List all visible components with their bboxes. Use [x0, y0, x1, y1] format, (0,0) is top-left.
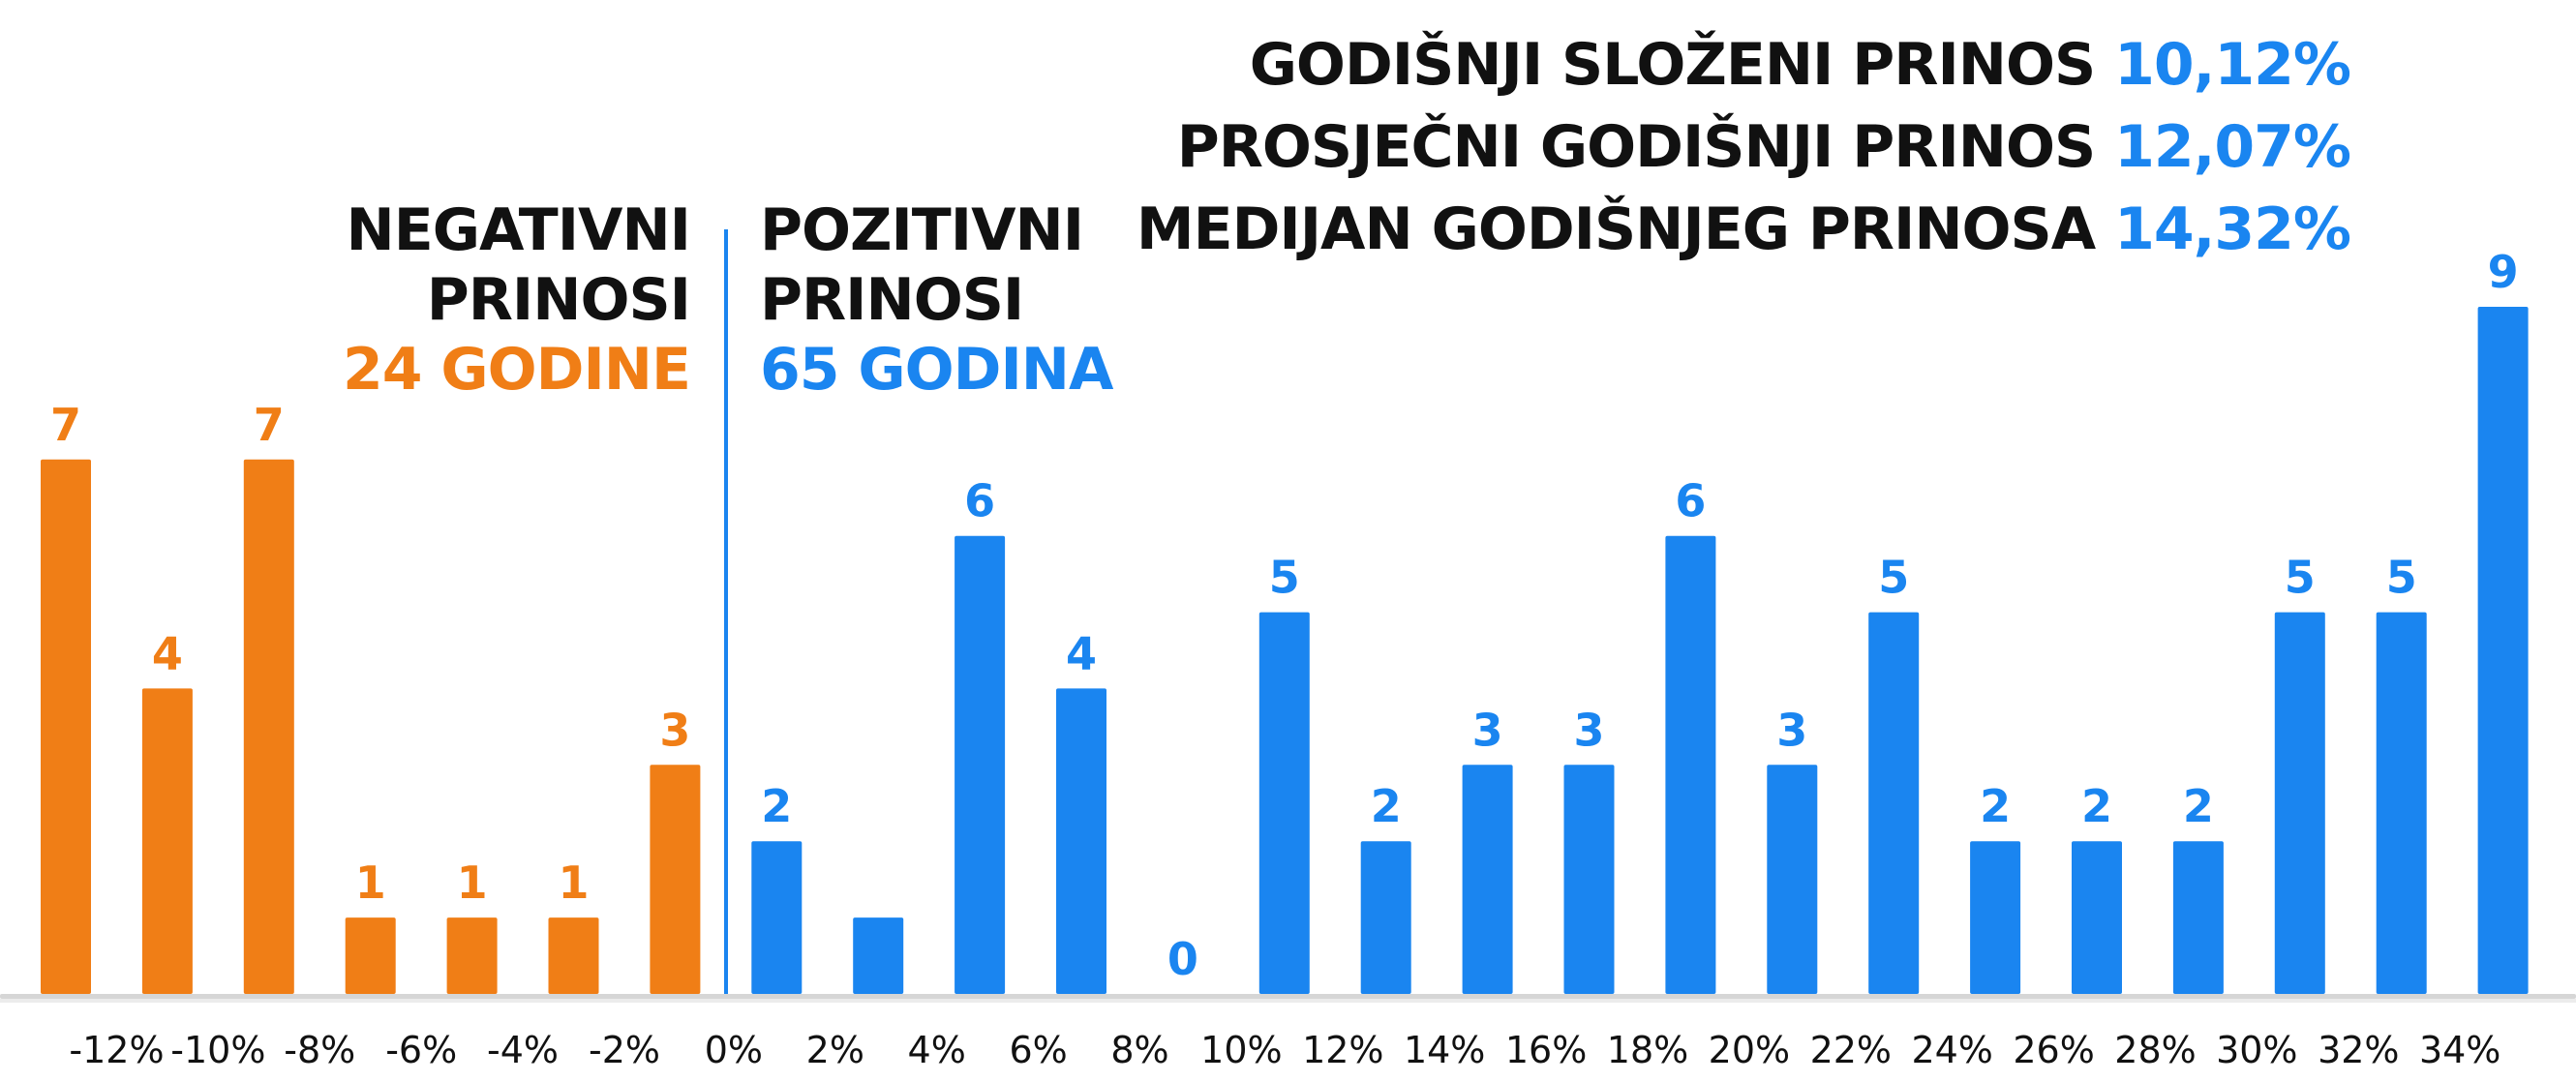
return-statistics: GODIŠNJI SLOŽENI PRINOS 10,12% PROSJEČNI…	[1136, 24, 2351, 271]
x-tick-label: -2%	[589, 1029, 660, 1071]
bar-value-label: 9	[2488, 246, 2519, 298]
x-tick-label: -4%	[487, 1029, 559, 1071]
bar-negative	[548, 917, 599, 994]
stat-value: 14,32%	[2114, 195, 2351, 263]
bar-value-label: 1	[457, 857, 488, 909]
bar-value-label: 3	[1776, 704, 1807, 756]
x-tick-label: 10%	[1200, 1029, 1282, 1071]
bar-value-label: 7	[50, 399, 81, 451]
bar-value-label: 3	[659, 704, 690, 756]
stat-value: 12,07%	[2114, 113, 2351, 181]
bar-positive	[1868, 612, 1920, 994]
stat-label: PROSJEČNI GODIŠNJI PRINOS	[1176, 113, 2096, 181]
x-tick-label: -8%	[284, 1029, 355, 1071]
bar-positive	[853, 917, 904, 994]
bar-negative	[141, 688, 193, 994]
x-tick-label: -10%	[170, 1029, 265, 1071]
bar-value-label: 5	[1269, 552, 1300, 604]
bar-positive	[1360, 841, 1411, 994]
bar-value-label: 2	[761, 780, 792, 832]
bar-value-label: 4	[1066, 627, 1097, 679]
bar-positive	[2172, 841, 2224, 994]
stat-average-annual: PROSJEČNI GODIŠNJI PRINOS 12,07%	[1136, 106, 2351, 189]
bar-value-label: 0	[1167, 933, 1198, 985]
bar-value-label: 5	[2386, 552, 2417, 604]
stat-value: 10,12%	[2114, 31, 2351, 99]
bar-value-label: 2	[2183, 780, 2214, 832]
bar-value-label: 5	[1878, 552, 1909, 604]
bar-positive	[1665, 535, 1716, 994]
bar-value-label: 1	[355, 857, 386, 909]
x-tick-label: 20%	[1709, 1029, 1790, 1071]
x-tick-label: 28%	[2114, 1029, 2196, 1071]
stat-median-annual: MEDIJAN GODIŠNJEG PRINOSA 14,32%	[1136, 189, 2351, 271]
x-axis-baseline	[0, 994, 2576, 999]
bar-positive	[1462, 765, 1513, 994]
positive-returns-label: POZITIVNI PRINOSI 65 GODINA	[760, 195, 1113, 405]
x-tick-label: 16%	[1505, 1029, 1587, 1071]
x-tick-label: 6%	[1009, 1029, 1067, 1071]
bar-positive	[2477, 307, 2529, 994]
x-tick-label: 24%	[1911, 1029, 1992, 1071]
negative-title-line1: NEGATIVNI	[346, 196, 691, 264]
bar-positive	[1258, 612, 1310, 994]
bar-positive	[1970, 841, 2021, 994]
stat-compound-annual: GODIŠNJI SLOŽENI PRINOS 10,12%	[1136, 24, 2351, 106]
bar-value-label: 2	[1980, 780, 2011, 832]
x-tick-label: 8%	[1110, 1029, 1168, 1071]
negative-title-line2: PRINOSI	[426, 266, 691, 334]
bar-value-label: 2	[1371, 780, 1402, 832]
bar-positive	[1056, 688, 1106, 994]
negative-returns-label: NEGATIVNI PRINOSI 24 GODINE	[343, 195, 691, 405]
negative-years-count: 24 GODINE	[343, 336, 691, 404]
bar-positive	[751, 841, 803, 994]
bar-value-label: 6	[1675, 475, 1706, 527]
x-tick-label: -6%	[385, 1029, 457, 1071]
bar-positive	[2376, 612, 2427, 994]
x-tick-label: 32%	[2318, 1029, 2399, 1071]
x-axis-baseline-shadow	[0, 999, 2576, 1003]
bar-value-label: 7	[254, 399, 285, 451]
x-tick-label: -12%	[69, 1029, 164, 1071]
positive-title-line1: POZITIVNI	[760, 196, 1084, 264]
bar-positive	[955, 535, 1006, 994]
x-tick-label: 22%	[1810, 1029, 1892, 1071]
positive-title-line2: PRINOSI	[760, 266, 1024, 334]
x-tick-label: 34%	[2419, 1029, 2500, 1071]
bar-positive	[1563, 765, 1615, 994]
x-tick-label: 12%	[1302, 1029, 1383, 1071]
bar-value-label: 5	[2285, 552, 2316, 604]
bar-value-label: 2	[2081, 780, 2112, 832]
x-tick-label: 18%	[1607, 1029, 1688, 1071]
bar-negative	[650, 765, 701, 994]
bar-positive	[1767, 765, 1818, 994]
bar-negative	[446, 917, 498, 994]
bar-negative	[243, 459, 294, 994]
bar-value-label: 1	[558, 857, 589, 909]
bar-positive	[2274, 612, 2325, 994]
x-tick-label: 26%	[2013, 1029, 2094, 1071]
bar-value-label: 6	[964, 475, 995, 527]
positive-years-count: 65 GODINA	[760, 336, 1113, 404]
x-tick-label: 14%	[1404, 1029, 1485, 1071]
x-tick-label: 4%	[908, 1029, 966, 1071]
bar-value-label: 3	[1573, 704, 1604, 756]
bar-value-label: 3	[1472, 704, 1503, 756]
x-tick-label: 2%	[806, 1029, 864, 1071]
bar-negative	[41, 459, 91, 994]
bar-negative	[345, 917, 396, 994]
stat-label: GODIŠNJI SLOŽENI PRINOS	[1249, 31, 2097, 99]
x-tick-label: 30%	[2216, 1029, 2297, 1071]
bar-value-label: 4	[152, 627, 183, 679]
x-tick-label: 0%	[705, 1029, 763, 1071]
bar-positive	[2072, 841, 2122, 994]
stat-label: MEDIJAN GODIŠNJEG PRINOSA	[1136, 195, 2096, 263]
